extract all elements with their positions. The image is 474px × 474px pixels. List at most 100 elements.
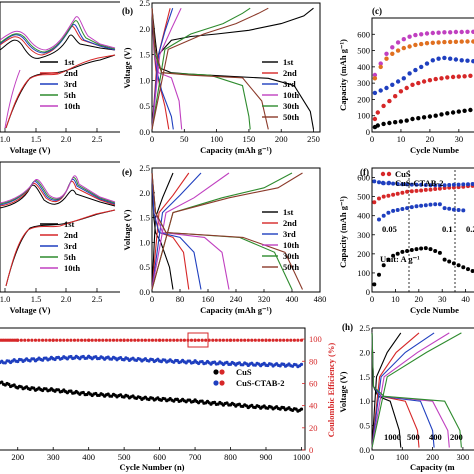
f-ticks-xtick-label-3: 30 <box>438 294 447 304</box>
b-legend-label-30th: 30th <box>283 101 299 111</box>
g-ce-point <box>175 338 179 342</box>
f-ticks-ytick-label-1: 100 <box>357 268 370 278</box>
b-ticks-xtick-label-3: 150 <box>243 134 256 144</box>
g-ce-point <box>282 338 286 342</box>
panel-e-ylabel: Voltage (V) <box>122 209 132 250</box>
g-ce-point <box>94 338 98 342</box>
c-pts-s1-point-16 <box>462 108 467 114</box>
g-ce-point <box>122 338 126 342</box>
f-pts-s4-point-6 <box>405 206 410 211</box>
g-ce-point <box>172 338 176 342</box>
g-ce-point <box>108 338 112 342</box>
g-ce-point <box>44 338 48 342</box>
c-pts-s3-point-12 <box>442 55 447 61</box>
panel-d-legend: 1st 2nd 3rd 5th 10th <box>40 219 80 273</box>
f-pts-s4-point-12 <box>433 202 438 207</box>
f-pts-s3-point-15 <box>442 257 447 262</box>
panel-g-legend: CuS CuS-CTAB-2 <box>213 367 285 388</box>
g-xtick-label-1: 300 <box>47 452 60 462</box>
c-ticks-xtick-label-2: 20 <box>426 134 435 144</box>
f-pts-CuS-point-8 <box>409 189 414 194</box>
g-ce-point <box>182 338 186 342</box>
cv2-curve-10th <box>0 175 116 204</box>
panel-g-xlabel: Cycle Number (n) <box>120 462 185 472</box>
h-lines-c2-charge-curve <box>371 332 420 448</box>
f-pts-CuSCTAB2-point-9 <box>414 182 419 187</box>
panel-h: (h) 0 100 200 300 0.0 0.5 1.0 1.5 2.0 2.5 Voltage… <box>338 322 474 472</box>
g-ce-point <box>289 338 293 342</box>
c-pts-s5-point-6 <box>407 44 412 49</box>
b-ticks-xtick-label-2: 100 <box>210 134 223 144</box>
e-ticks-ytick-label-0: 0.0 <box>139 287 150 297</box>
c-pts-s2-point-11 <box>433 76 438 82</box>
c-pts-s1-point-2 <box>381 121 386 127</box>
g-CuSCTAB2-point <box>299 362 304 366</box>
panel-f-ylabel: Capacity (mAh g⁻¹) <box>338 196 348 268</box>
c-pts-s5-point-9 <box>424 41 430 46</box>
f-pts-CuSCTAB2-point-12 <box>428 183 433 188</box>
f-pts-CuSCTAB2-point-8 <box>409 182 414 187</box>
e-ticks-xtick-label-1: 80 <box>176 294 185 304</box>
f-pts-CuSCTAB2-point-19 <box>461 182 466 187</box>
c-pts-s3-point-4 <box>395 79 401 84</box>
f-pts-s4-point-1 <box>381 213 386 218</box>
f-pts-s4-point-10 <box>423 203 428 208</box>
h-ticks-ytick-label-3: 1.5 <box>359 372 370 382</box>
panel-g-points <box>0 338 304 413</box>
g-xtick-label-3: 500 <box>118 452 131 462</box>
h-lines-c5-discharge-curve <box>371 332 462 448</box>
c-pts-s5-point-8 <box>419 41 424 47</box>
panel-b: (b) 0 50 100 150 200 250 0.0 0.5 1.0 1.5 2.0 2.5 Vo… <box>122 0 321 155</box>
f-ticks-ytick-label-3: 300 <box>357 230 370 240</box>
b-lines-3rd-charge-curve <box>151 8 174 130</box>
c-pts-s1-point-10 <box>427 114 433 119</box>
f-pts-CuSCTAB2-point-20 <box>466 182 470 187</box>
f-pts-s4-point-16 <box>451 207 456 212</box>
e-lines-10th-charge-curve <box>151 172 230 290</box>
c-pts-s1-point-17 <box>468 107 473 113</box>
c-pts-s3-point-10 <box>430 58 435 63</box>
c-pts-s4-point-16 <box>465 29 470 34</box>
g-ce-point <box>55 338 59 342</box>
f-pts-CuS-point-11 <box>423 187 428 192</box>
g-ytick-right-label-1: 20 <box>309 423 318 433</box>
g-ce-point <box>243 338 247 342</box>
panel-h-curves <box>371 332 462 448</box>
c-pts-s1-point-6 <box>404 118 409 123</box>
g-ce-point <box>115 338 119 342</box>
g-ytick-right-label-2: 40 <box>309 401 318 411</box>
f-pts-CuS-point-2 <box>381 194 386 199</box>
b-ticks-ytick-label-2: 1.0 <box>139 75 150 85</box>
c-pts-s2-point-2 <box>381 103 386 109</box>
h-ticks-ytick-label-4: 2.0 <box>359 347 370 357</box>
g-ce-point <box>189 338 194 342</box>
b-lines-1st-charge-curve <box>151 7 314 130</box>
f-pts-s4-point-9 <box>419 203 424 208</box>
panel-a-xtick-4: 2.5 <box>92 134 103 144</box>
e-ticks-ytick-label-5: 2.5 <box>139 163 150 173</box>
g-ce-point <box>154 338 158 342</box>
panel-d-legend-3rd: 3rd <box>64 241 77 251</box>
g-ce-point <box>267 338 272 342</box>
g-ce-point <box>296 338 300 342</box>
c-pts-s4-point-11 <box>436 30 441 35</box>
b-lines-30th-charge-curve <box>151 7 251 130</box>
g-ce-point <box>19 338 23 342</box>
h-ticks-ytick-label-5: 2.5 <box>359 323 370 333</box>
e-ticks-xtick-label-0: 0 <box>150 294 154 304</box>
f-pts-s4-point-5 <box>400 207 405 211</box>
c-pts-s3-point-1 <box>378 88 383 93</box>
f-pts-CuSCTAB2-point-18 <box>456 182 461 187</box>
e-lines-30th-charge-curve <box>151 172 293 290</box>
c-pts-s1-point-8 <box>416 116 421 121</box>
panel-h-ylabel: Voltage (V) <box>338 371 348 412</box>
panel-d-xtick-2: 1.5 <box>31 294 42 304</box>
g-xtick-label-0: 200 <box>11 452 24 462</box>
f-pts-s3-point-1 <box>377 272 381 277</box>
f-pts-CuS-point-0 <box>372 200 377 205</box>
f-pts-s3-point-3 <box>386 257 391 262</box>
c-pts-s4-point-9 <box>424 31 430 36</box>
f-pts-CuS-point-6 <box>400 190 405 195</box>
